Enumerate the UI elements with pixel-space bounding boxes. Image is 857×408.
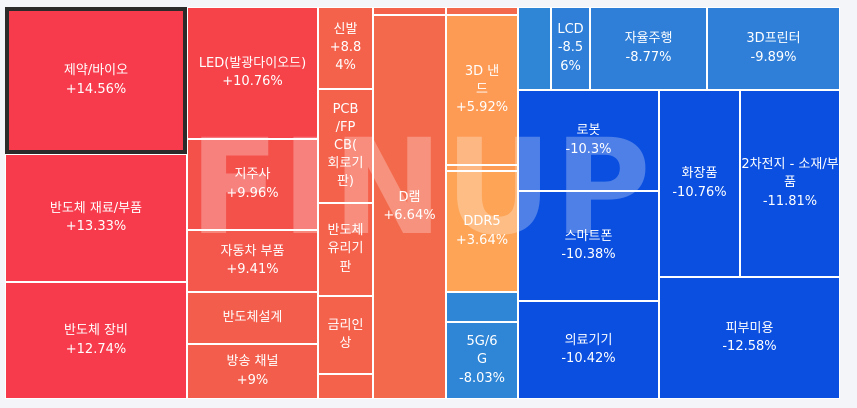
tile-label: 금리인 [327, 317, 364, 333]
treemap-tile-blank-15[interactable] [446, 7, 518, 15]
treemap-tile-화장품[interactable]: 화장품 -10.76% [659, 90, 740, 277]
tile-label: 2차전지 - 소재/부품 [741, 157, 839, 191]
tile-label: 방송 채널 [226, 354, 279, 370]
tile-label: CB( [333, 137, 358, 153]
tile-label: 회로기 [327, 156, 364, 172]
tile-label: 판) [336, 174, 355, 190]
treemap-tile-자동차-부품[interactable]: 자동차 부품 +9.41% [187, 230, 318, 292]
treemap-tile-지주사[interactable]: 지주사 +9.96% [187, 139, 318, 230]
tile-label: PCB [332, 101, 359, 117]
tile-value: -12.58% [722, 339, 777, 354]
tile-value: -8.77% [625, 49, 672, 65]
tile-value: +6.64% [383, 208, 436, 223]
tile-label: DDR5 [463, 214, 501, 230]
tile-label: D램 [398, 189, 421, 205]
treemap-tile-반도체-재료-부품[interactable]: 반도체 재료/부품 +13.33% [5, 154, 187, 282]
tile-value: -10.38% [561, 247, 616, 262]
tile-label: 화장품 [681, 166, 718, 182]
tile-label: LED(발광다이오드) [198, 55, 307, 71]
tile-value: 6% [560, 58, 581, 74]
treemap-tile-blank-12[interactable] [318, 374, 373, 399]
tile-value: -10.42% [561, 351, 616, 366]
tile-value: -8.5 [557, 40, 584, 56]
tile-label: G [476, 352, 488, 368]
treemap-tile-blank-13[interactable] [373, 7, 446, 15]
tile-label: 의료기기 [564, 332, 613, 348]
tile-label: 반도체 재료/부품 [49, 200, 143, 216]
treemap-tile-d램[interactable]: D램 +6.64% [373, 15, 446, 399]
treemap-tile-blank-21[interactable] [518, 7, 551, 90]
tile-value: 4% [335, 58, 356, 74]
tile-value: +8.8 [329, 39, 362, 55]
treemap-tile-반도체-장비[interactable]: 반도체 장비 +12.74% [5, 282, 187, 399]
tile-label: 유리기 [327, 241, 364, 257]
tile-value: +14.56% [65, 81, 127, 97]
treemap-tile-3d프린터[interactable]: 3D프린터 -9.89% [707, 7, 840, 90]
tile-label: 3D 낸 [464, 63, 500, 79]
tile-label: 판 [339, 259, 352, 275]
tile-label: 자동차 부품 [220, 243, 285, 259]
tile-label: 스마트폰 [564, 228, 613, 244]
treemap-tile-blank-17[interactable] [446, 165, 518, 171]
tile-value: -11.81% [762, 193, 818, 209]
tile-label: 반도체설계 [222, 309, 283, 325]
tile-value: +13.33% [65, 219, 127, 234]
tile-value: +9% [236, 372, 269, 388]
tile-value: -10.3% [565, 141, 612, 157]
tile-label: 지주사 [234, 167, 271, 183]
tile-value: -8.03% [459, 370, 505, 386]
treemap-tile-자율주행[interactable]: 자율주행 -8.77% [590, 7, 707, 90]
treemap-tile-반도체설계[interactable]: 반도체설계 [187, 292, 318, 344]
tile-value: +10.76% [222, 74, 283, 89]
tile-label: /FP [335, 119, 356, 135]
tile-value: -10.76% [672, 184, 727, 200]
tile-label: 드 [476, 81, 488, 97]
tile-label: 5G/6 [466, 334, 498, 350]
treemap-tile-신발[interactable]: 신발 +8.8 4% [318, 7, 373, 89]
treemap-tile-blank-19[interactable] [446, 292, 518, 322]
treemap-tile-5g-6g[interactable]: 5G/6 G -8.03% [446, 322, 518, 399]
tile-label: LCD [557, 22, 584, 38]
treemap-tile-피부미용[interactable]: 피부미용 -12.58% [659, 277, 840, 399]
tile-label: 로봇 [576, 123, 601, 139]
tile-label: 자율주행 [624, 31, 673, 47]
tile-value: +12.74% [65, 341, 127, 357]
tile-value: -9.89% [750, 49, 797, 65]
tile-value: +3.64% [455, 232, 509, 248]
tile-label: 제약/바이오 [63, 63, 129, 79]
tile-label: 신발 [333, 21, 358, 37]
treemap-tile-led-발광다이오드[interactable]: LED(발광다이오드) +10.76% [187, 7, 318, 139]
treemap-tile-스마트폰[interactable]: 스마트폰 -10.38% [518, 191, 659, 301]
treemap-tile-제약-바이오[interactable]: 제약/바이오 +14.56% [5, 7, 187, 154]
tile-label: 반도체 [327, 223, 364, 239]
treemap-tile-2차전지-소재-부품[interactable]: 2차전지 - 소재/부품 -11.81% [740, 90, 840, 277]
tile-label: 반도체 장비 [64, 323, 128, 339]
treemap-tile-방송-채널[interactable]: 방송 채널 +9% [187, 344, 318, 399]
tile-label: 상 [339, 336, 352, 351]
tile-label: 3D프린터 [746, 31, 801, 47]
tile-value: +5.92% [455, 100, 509, 116]
tile-label: 피부미용 [725, 320, 774, 336]
treemap-tile-로봇[interactable]: 로봇 -10.3% [518, 90, 659, 191]
treemap-tile-ddr5[interactable]: DDR5 +3.64% [446, 171, 518, 292]
tile-value: +9.96% [226, 185, 279, 201]
tile-value: +9.41% [226, 262, 279, 277]
treemap-tile-의료기기[interactable]: 의료기기 -10.42% [518, 301, 659, 399]
treemap-tile-lcd[interactable]: LCD -8.5 6% [551, 7, 590, 90]
